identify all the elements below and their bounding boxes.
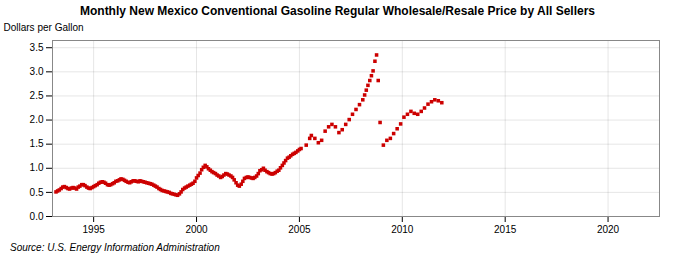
- svg-text:3.0: 3.0: [30, 66, 44, 77]
- svg-text:2015: 2015: [494, 224, 517, 235]
- svg-text:2.0: 2.0: [30, 114, 44, 125]
- html-text:Monthly New Mexico Conventiona: Monthly New Mexico Conventional Gasoline…: [80, 4, 595, 18]
- svg-text:Dollars per Gallon: Dollars per Gallon: [4, 22, 84, 33]
- svg-text:1.0: 1.0: [30, 162, 44, 173]
- svg-text:1.5: 1.5: [30, 138, 44, 149]
- svg-text:2010: 2010: [391, 224, 414, 235]
- html-text:Source: U.S. Energy Informatio: Source: U.S. Energy Information Administ…: [10, 242, 220, 253]
- svg-text:0.5: 0.5: [30, 187, 44, 198]
- svg-text:3.5: 3.5: [30, 42, 44, 53]
- svg-text:2000: 2000: [185, 224, 208, 235]
- svg-text:1995: 1995: [83, 224, 106, 235]
- svg-text:0.0: 0.0: [30, 211, 44, 222]
- svg-text:2.5: 2.5: [30, 90, 44, 101]
- svg-text:2020: 2020: [597, 224, 620, 235]
- svg-text:2005: 2005: [288, 224, 311, 235]
